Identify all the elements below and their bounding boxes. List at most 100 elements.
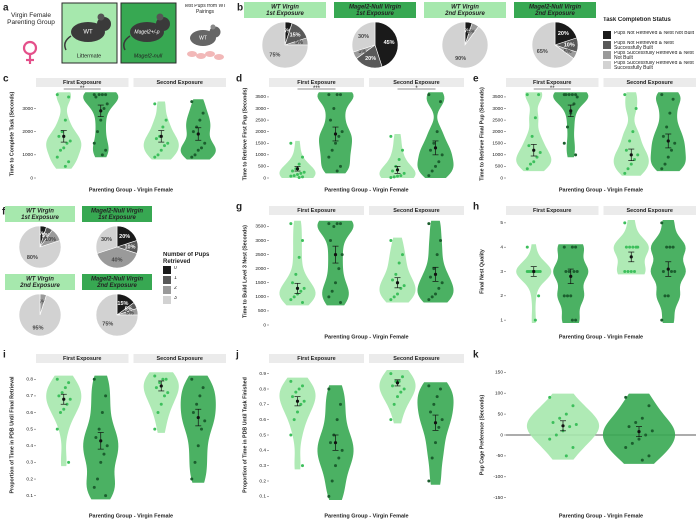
- data-point: [396, 174, 399, 178]
- mean-point: [569, 274, 573, 278]
- data-point: [327, 222, 331, 226]
- mean-point: [159, 384, 163, 388]
- data-point: [302, 399, 306, 403]
- y-tick-label: 150: [495, 370, 503, 376]
- y-tick-label: 1500: [255, 280, 266, 286]
- data-point: [338, 164, 342, 168]
- data-point: [434, 164, 437, 168]
- data-point: [399, 174, 403, 178]
- legend-label: Pups Successfully Retrieved & Nest Not B…: [614, 50, 694, 61]
- slice-label: 20%: [365, 56, 376, 62]
- data-point: [159, 148, 163, 152]
- panel-label: f: [2, 207, 6, 218]
- facet-strip: [36, 78, 129, 87]
- data-point: [389, 298, 393, 302]
- data-point: [161, 125, 165, 129]
- violin: [613, 92, 649, 176]
- data-point: [400, 375, 404, 379]
- y-tick-label: 3500: [492, 94, 503, 100]
- legend-label: 0: [174, 265, 177, 271]
- data-point: [67, 95, 71, 99]
- y-tick-label: 0.8: [259, 386, 266, 392]
- pie-header: [514, 2, 596, 18]
- data-point: [575, 270, 579, 273]
- data-point: [289, 298, 293, 302]
- data-point: [327, 155, 331, 159]
- y-tick-label: 1000: [255, 152, 266, 158]
- data-point: [296, 173, 299, 177]
- data-point: [568, 425, 572, 429]
- slice-label: 5%: [295, 40, 303, 46]
- legend-swatch: [603, 61, 611, 69]
- facet-label: First Exposure: [297, 208, 336, 214]
- pie-subtitle: 2nd Exposure: [534, 11, 575, 17]
- data-point: [327, 387, 331, 391]
- data-point: [434, 441, 437, 445]
- y-tick-label: 0: [500, 432, 503, 438]
- facet-label: Second Exposure: [627, 208, 673, 214]
- data-point: [669, 148, 673, 152]
- pie-title: WT Virgin: [26, 277, 54, 283]
- legend-swatch: [163, 286, 171, 294]
- facet-label: Second Exposure: [157, 356, 203, 362]
- data-point: [154, 386, 158, 390]
- x-axis-label: Parenting Group - Virgin Female: [324, 513, 408, 519]
- data-point: [67, 160, 71, 164]
- facet-label: First Exposure: [297, 80, 336, 86]
- pie-slice: [351, 21, 376, 53]
- mean-point: [666, 139, 670, 143]
- mean-point: [532, 148, 536, 152]
- data-point: [666, 294, 670, 298]
- data-point: [289, 379, 293, 383]
- y-tick-label: 0.3: [26, 460, 33, 466]
- data-point: [329, 239, 333, 243]
- mean-point: [395, 281, 400, 285]
- data-point: [65, 141, 69, 145]
- data-point: [330, 289, 334, 293]
- panel-label: j: [235, 350, 239, 361]
- data-point: [199, 146, 203, 150]
- data-point: [332, 224, 336, 228]
- pie-header: [82, 274, 152, 290]
- x-axis-label: Parenting Group - Virgin Female: [89, 187, 173, 193]
- legend-swatch: [163, 266, 171, 274]
- data-point: [57, 134, 61, 138]
- data-point: [92, 485, 96, 489]
- y-tick-label: 0: [263, 175, 266, 181]
- data-point: [389, 134, 393, 138]
- data-point: [430, 456, 434, 460]
- data-point: [529, 270, 533, 273]
- data-point: [60, 391, 64, 395]
- y-tick-label: 0.7: [259, 402, 266, 408]
- data-point: [525, 245, 529, 249]
- data-point: [334, 141, 337, 145]
- data-point: [100, 93, 104, 97]
- group-title: Virgin Female Parenting Group: [7, 12, 55, 27]
- data-point: [397, 261, 401, 265]
- data-point: [574, 318, 578, 322]
- data-point: [291, 281, 295, 285]
- pups-title-box: Test Pups from WT Pairings: [184, 4, 227, 14]
- mean-point: [196, 415, 200, 420]
- data-point: [334, 464, 337, 468]
- data-point: [63, 118, 67, 122]
- data-point: [402, 171, 406, 175]
- y-tick-label: 1000: [22, 152, 33, 158]
- data-point: [158, 381, 162, 385]
- data-point: [624, 446, 628, 450]
- mean-point: [561, 424, 565, 428]
- data-point: [400, 253, 404, 257]
- data-point: [391, 169, 395, 173]
- legend-label: Pups Not Retrieved & Nest Not Built: [614, 30, 695, 36]
- data-point: [640, 416, 644, 420]
- data-point: [537, 294, 541, 298]
- data-point: [548, 437, 552, 441]
- data-point: [100, 411, 104, 415]
- pie-slice: [261, 21, 309, 69]
- violin: [379, 237, 416, 303]
- y-tick-label: 0.1: [26, 493, 33, 499]
- data-point: [624, 148, 628, 152]
- data-point: [427, 298, 431, 302]
- data-point: [161, 377, 165, 381]
- data-point: [623, 270, 627, 273]
